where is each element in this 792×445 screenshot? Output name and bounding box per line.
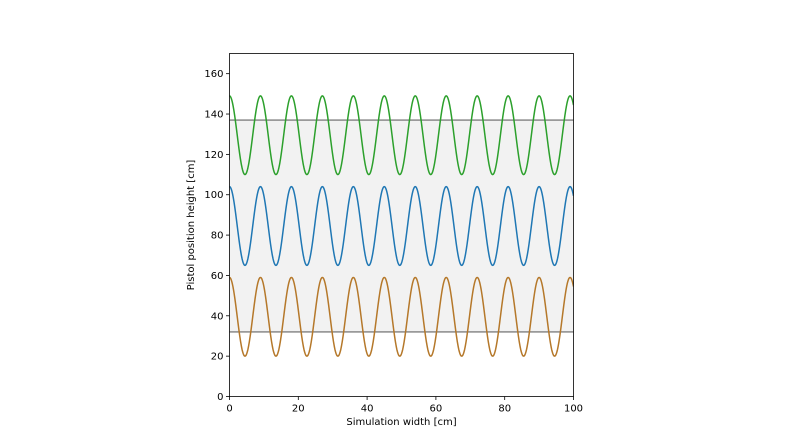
x-tick-label: 100 — [564, 404, 583, 415]
y-tick-label: 100 — [204, 190, 223, 201]
y-tick-label: 80 — [211, 231, 224, 242]
x-tick-label: 80 — [498, 404, 511, 415]
x-axis-label: Simulation width [cm] — [346, 417, 456, 428]
plot-frame — [229, 53, 574, 397]
x-tick-label: 20 — [292, 404, 305, 415]
bottom-wave-series — [229, 276, 574, 357]
y-tick-label: 20 — [211, 352, 224, 363]
x-tick-label: 0 — [226, 404, 232, 415]
y-tick-label: 60 — [211, 271, 224, 282]
y-tick-label: 120 — [204, 150, 223, 161]
x-tick-label: 60 — [430, 404, 443, 415]
axes: 0 20 40 60 80 100 0 20 40 60 80 100 120 140 160 — [204, 53, 583, 415]
top-wave-series — [229, 95, 574, 176]
x-tick-label: 40 — [361, 404, 374, 415]
plot-area — [229, 95, 574, 357]
middle-wave-series — [229, 185, 574, 267]
y-tick-label: 0 — [217, 392, 223, 403]
y-tick-label: 160 — [204, 69, 223, 80]
y-tick-label: 140 — [204, 110, 223, 121]
y-axis-label: Pistol position height [cm] — [186, 160, 197, 291]
y-tick-label: 40 — [211, 311, 224, 322]
